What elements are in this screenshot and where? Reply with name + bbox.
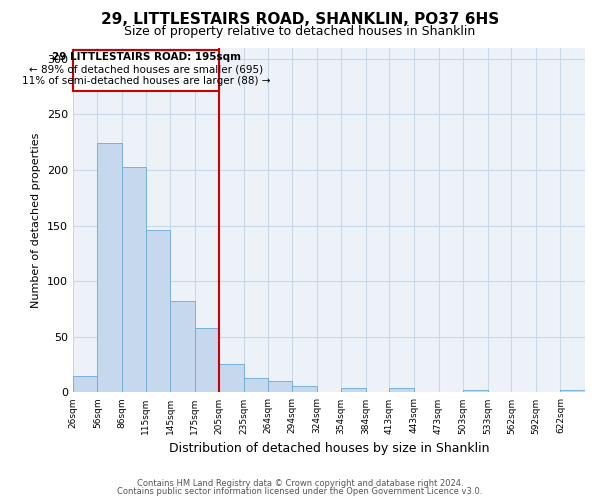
X-axis label: Distribution of detached houses by size in Shanklin: Distribution of detached houses by size … — [169, 442, 489, 455]
Bar — [97, 143, 122, 392]
Bar — [146, 230, 170, 392]
Bar — [463, 390, 488, 392]
Y-axis label: Number of detached properties: Number of detached properties — [31, 132, 41, 308]
Text: 29, LITTLESTAIRS ROAD, SHANKLIN, PO37 6HS: 29, LITTLESTAIRS ROAD, SHANKLIN, PO37 6H… — [101, 12, 499, 28]
Bar — [268, 382, 292, 392]
Bar — [122, 166, 146, 392]
Text: Contains public sector information licensed under the Open Government Licence v3: Contains public sector information licen… — [118, 487, 482, 496]
FancyBboxPatch shape — [73, 50, 219, 91]
Bar — [244, 378, 268, 392]
Bar — [73, 376, 97, 392]
Bar — [170, 301, 194, 392]
Bar — [341, 388, 366, 392]
Bar — [389, 388, 414, 392]
Bar — [194, 328, 219, 392]
Text: Contains HM Land Registry data © Crown copyright and database right 2024.: Contains HM Land Registry data © Crown c… — [137, 478, 463, 488]
Bar — [219, 364, 244, 392]
Bar — [292, 386, 317, 392]
Text: 11% of semi-detached houses are larger (88) →: 11% of semi-detached houses are larger (… — [22, 76, 270, 86]
Text: Size of property relative to detached houses in Shanklin: Size of property relative to detached ho… — [124, 25, 476, 38]
Bar — [560, 390, 585, 392]
Text: 29 LITTLESTAIRS ROAD: 195sqm: 29 LITTLESTAIRS ROAD: 195sqm — [52, 52, 241, 62]
Text: ← 89% of detached houses are smaller (695): ← 89% of detached houses are smaller (69… — [29, 64, 263, 74]
